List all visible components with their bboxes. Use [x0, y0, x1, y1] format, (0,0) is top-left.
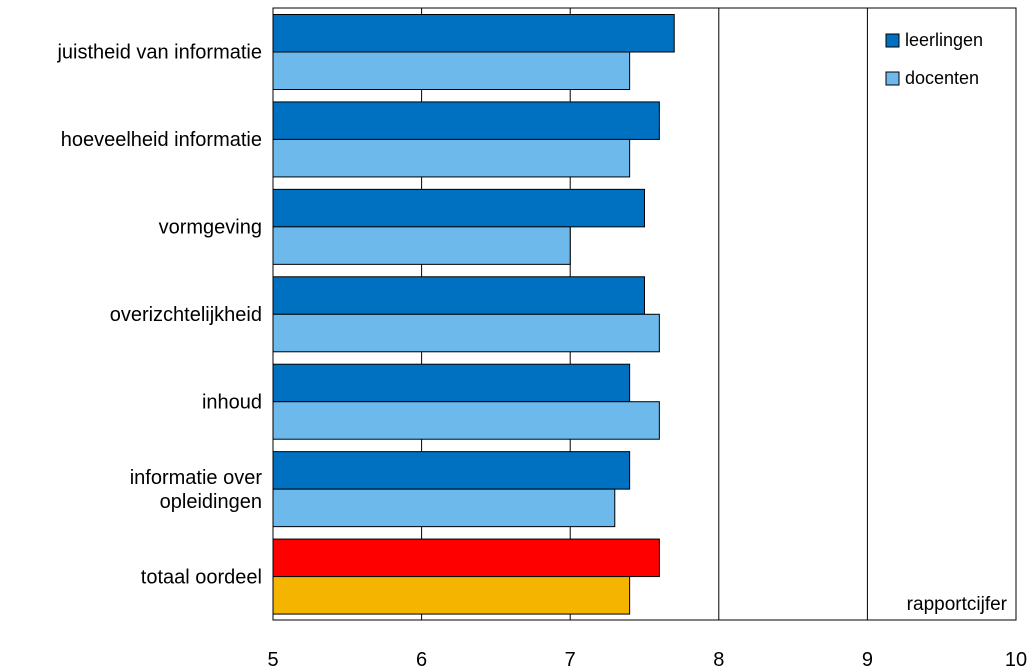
- legend-swatch-docenten: [885, 71, 900, 86]
- category-label-5: informatie over opleidingen: [130, 467, 263, 513]
- legend: leerlingen docenten: [885, 30, 983, 88]
- bars: [272, 14, 675, 615]
- x-tick-label-9: 9: [862, 649, 873, 669]
- bar-docenten-0: [272, 51, 631, 90]
- tick-labels: 5 6 7 8 9 10: [267, 649, 1027, 669]
- x-tick-label-10: 10: [1005, 649, 1027, 669]
- bar-docenten-2: [272, 226, 571, 265]
- x-tick-label-8: 8: [713, 649, 724, 669]
- category-label-6: totaal oordeel: [141, 566, 262, 588]
- bar-docenten-4: [272, 401, 660, 440]
- plot-frame: [272, 7, 1017, 621]
- bar-docenten-5: [272, 488, 616, 528]
- bar-leerlingen-1: [272, 101, 660, 140]
- bar-docenten-3: [272, 313, 660, 353]
- bar-docenten-6: [272, 576, 631, 615]
- bar-leerlingen-6: [272, 538, 660, 578]
- category-labels: juistheid van informatie hoeveelheid info…: [56, 42, 262, 589]
- legend-label-docenten: docenten: [905, 68, 979, 88]
- axes: [272, 7, 1017, 621]
- legend-swatch-leerlingen: [885, 33, 900, 48]
- bar-docenten-1: [272, 138, 631, 178]
- x-tick-label-7: 7: [565, 649, 576, 669]
- category-label-4: inhoud: [202, 391, 262, 413]
- bar-leerlingen-0: [272, 14, 675, 53]
- category-label-3: overizchtelijkheid: [110, 304, 262, 326]
- category-label-0: juistheid van informatie: [56, 42, 262, 64]
- bar-leerlingen-4: [272, 363, 631, 403]
- category-label-1: hoeveelheid informatie: [61, 129, 262, 151]
- axis-annotation: rapportcijfer: [907, 594, 1008, 615]
- x-tick-label-6: 6: [416, 649, 427, 669]
- bar-leerlingen-3: [272, 276, 645, 315]
- bar-leerlingen-2: [272, 188, 645, 228]
- x-tick-label-5: 5: [267, 649, 278, 669]
- category-label-2: vormgeving: [159, 217, 262, 239]
- bar-leerlingen-5: [272, 451, 631, 490]
- legend-label-leerlingen: leerlingen: [905, 30, 983, 50]
